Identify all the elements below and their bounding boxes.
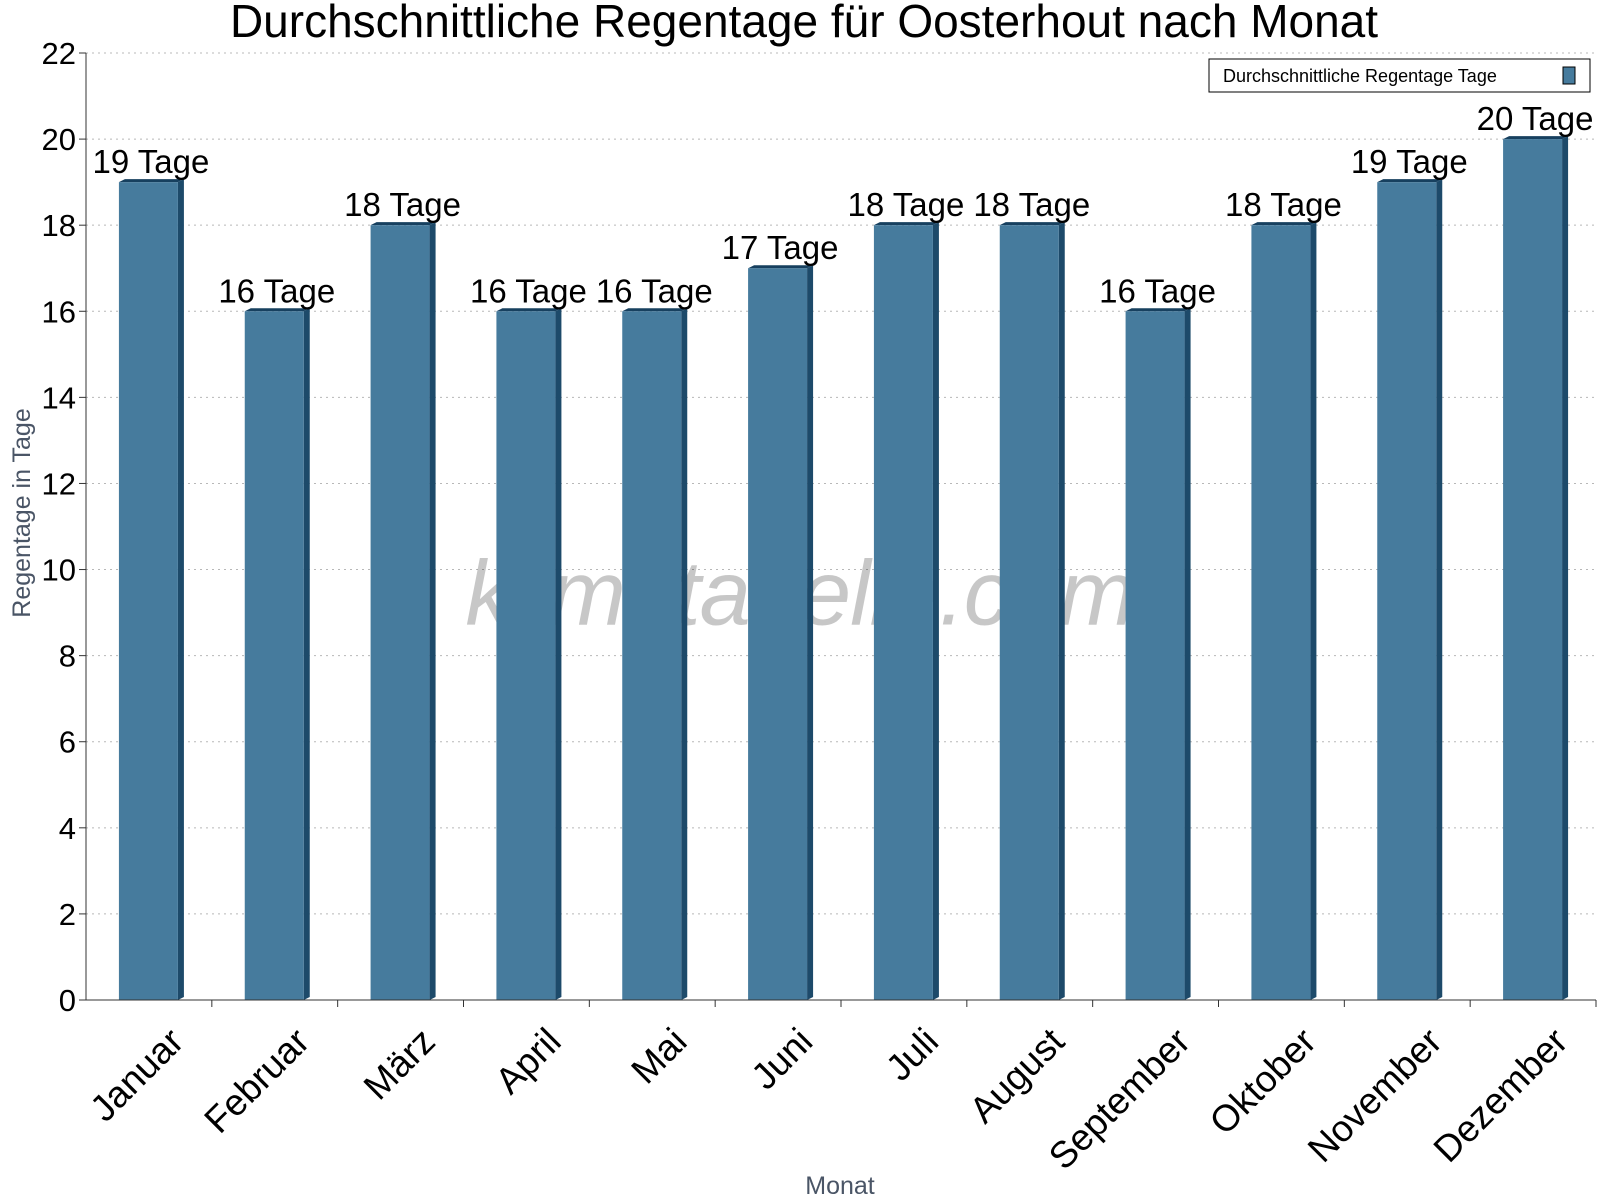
- x-tick-label: Juni: [743, 1020, 820, 1097]
- data-label: 19 Tage: [1351, 143, 1468, 180]
- bar-side: [1058, 222, 1065, 1000]
- y-tick-label: 20: [42, 122, 76, 157]
- data-label: 19 Tage: [92, 143, 209, 180]
- bar-februar: [244, 311, 304, 1001]
- bars: [118, 136, 1569, 1001]
- data-label: 16 Tage: [470, 272, 587, 309]
- bar-side: [1436, 179, 1443, 1001]
- grid-lines: [86, 52, 1596, 915]
- y-tick-label: 16: [42, 294, 76, 329]
- x-tick-label: Februar: [196, 1020, 317, 1141]
- y-tick-label: 6: [59, 725, 76, 760]
- bar-top: [999, 222, 1065, 226]
- x-axis-title: Monat: [805, 1172, 875, 1200]
- y-tick-label: 12: [42, 466, 76, 501]
- bar-side: [1310, 222, 1317, 1000]
- bar-top: [748, 265, 814, 269]
- y-tick-label: 8: [59, 639, 76, 674]
- bar-märz: [370, 225, 430, 1000]
- bar-top: [1377, 179, 1443, 183]
- bar-top: [873, 222, 939, 226]
- bar-top: [370, 222, 436, 226]
- bar-top: [1125, 308, 1191, 312]
- bar-januar: [118, 182, 178, 1001]
- bar-top: [1503, 136, 1569, 140]
- legend: Durchschnittliche Regentage Tage: [1208, 58, 1591, 93]
- bar-september: [1125, 311, 1185, 1001]
- bar-april: [496, 311, 556, 1001]
- data-label: 18 Tage: [847, 186, 964, 223]
- x-tick-label: Dezember: [1426, 1020, 1576, 1170]
- y-tick-label: 2: [59, 897, 76, 932]
- bar-side: [932, 222, 939, 1000]
- x-tick-label: Oktober: [1202, 1020, 1324, 1142]
- data-label: 16 Tage: [1099, 272, 1216, 309]
- y-tick-label: 0: [59, 983, 76, 1018]
- bar-side: [1562, 136, 1569, 1000]
- bar-juni: [748, 268, 808, 1000]
- bar-top: [118, 179, 184, 183]
- y-tick-label: 18: [42, 208, 76, 243]
- x-tick-label: November: [1300, 1020, 1450, 1170]
- chart-title: Durchschnittliche Regentage für Oosterho…: [230, 0, 1378, 47]
- bar-side: [303, 308, 310, 1001]
- bar-side: [807, 265, 814, 1000]
- x-tick-label: Mai: [623, 1020, 694, 1091]
- y-tick-label: 14: [42, 380, 76, 415]
- bar-top: [496, 308, 562, 312]
- y-tick-label: 10: [42, 553, 76, 588]
- bar-mai: [622, 311, 682, 1001]
- data-label: 17 Tage: [722, 229, 839, 266]
- y-axis-title: Regentage in Tage: [8, 408, 36, 617]
- data-label: 18 Tage: [973, 186, 1090, 223]
- bar-oktober: [1251, 225, 1311, 1000]
- data-label: 16 Tage: [218, 272, 335, 309]
- data-label: 18 Tage: [344, 186, 461, 223]
- bar-dezember: [1503, 139, 1563, 1000]
- bar-side: [429, 222, 436, 1000]
- x-tick-label: Juli: [878, 1020, 946, 1088]
- legend-swatch: [1562, 66, 1576, 85]
- legend-label: Durchschnittliche Regentage Tage: [1223, 66, 1497, 86]
- data-label: 20 Tage: [1477, 100, 1594, 137]
- bar-side: [555, 308, 562, 1001]
- x-tick-label: April: [487, 1020, 568, 1101]
- bar-august: [999, 225, 1059, 1000]
- data-label: 16 Tage: [596, 272, 713, 309]
- legend-box: [1208, 58, 1591, 93]
- x-tick-label: März: [356, 1020, 443, 1107]
- x-tick-label: August: [962, 1020, 1073, 1131]
- bar-top: [622, 308, 688, 312]
- bar-side: [1184, 308, 1191, 1001]
- data-label: 18 Tage: [1225, 186, 1342, 223]
- y-tick-label: 4: [59, 811, 76, 846]
- bar-side: [177, 179, 184, 1001]
- bar-side: [681, 308, 688, 1001]
- y-tick-label: 22: [42, 36, 76, 71]
- bar-top: [1251, 222, 1317, 226]
- bar-november: [1377, 182, 1437, 1001]
- x-tick-label: Januar: [82, 1020, 191, 1129]
- bar-juli: [873, 225, 933, 1000]
- bar-top: [244, 308, 310, 312]
